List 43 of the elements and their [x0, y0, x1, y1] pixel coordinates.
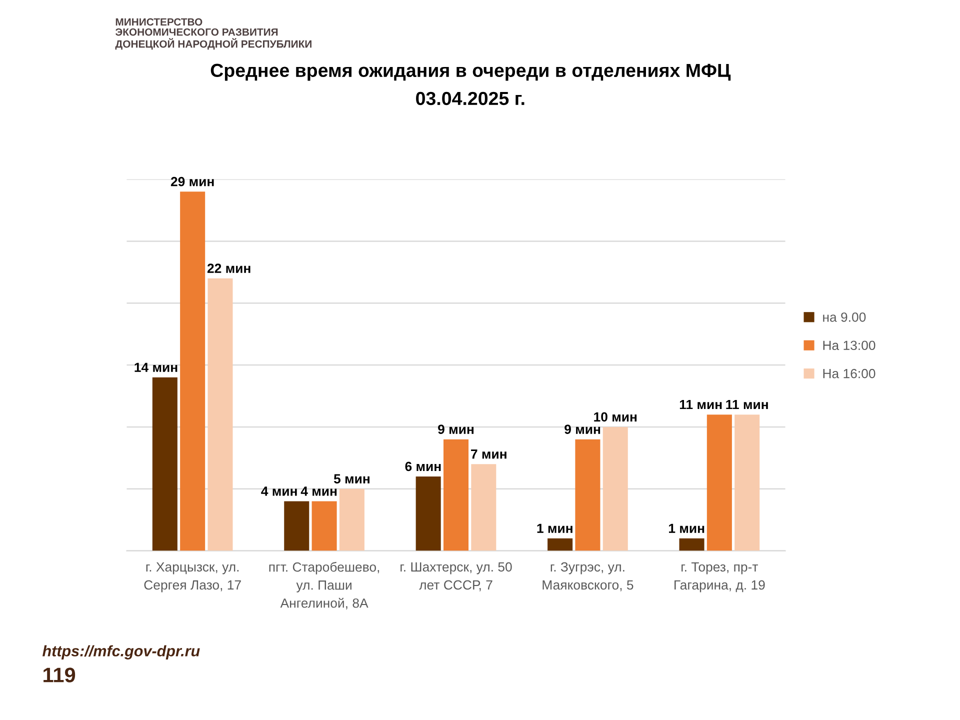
bar — [679, 538, 704, 551]
legend-label: на 9.00 — [823, 312, 866, 322]
bar — [180, 192, 206, 551]
bar — [443, 439, 469, 551]
bar — [312, 501, 337, 551]
data-label: 29 мин — [170, 176, 214, 186]
text: МИНИСТЕРСТВО ЭКОНОМИЧЕСКОГО РАЗВИТИЯ ДОНЕЦКОЙ НАРОДНОЙ РЕСПУБЛИКИ — [115, 18, 312, 50]
data-label: 5 мин — [334, 474, 370, 484]
bar — [471, 464, 496, 551]
data-label: 4 мин — [261, 486, 297, 496]
data-label: 6 мин — [405, 462, 441, 472]
data-label: 4 мин — [300, 486, 337, 496]
legend-label: На 16:00 — [823, 368, 876, 378]
data-label: 11 мин — [726, 400, 768, 410]
bar — [339, 488, 364, 551]
bar — [575, 439, 600, 551]
data-label: 22 мин — [207, 264, 250, 273]
x-tick-label: г. Харцызск, ул. Сергея Лазо, 17 — [144, 562, 241, 592]
data-label: 9 мин — [564, 424, 600, 434]
x-tick-label: г. Зугрэс, ул. Маяковского, 5 — [542, 562, 634, 592]
legend-label: На 13:00 — [823, 340, 876, 350]
bar — [284, 501, 310, 551]
text: https://mfc.gov-dpr.ru — [42, 645, 200, 660]
bar — [208, 278, 233, 551]
data-label: 7 мин — [471, 450, 506, 459]
data-label: 11 мин — [680, 400, 722, 410]
x-tick-label: г. Шахтерск, ул. 50 лет СССР, 7 — [400, 562, 512, 592]
x-tick-label: г. Торез, пр-т Гагарина, д. 19 — [674, 562, 765, 592]
data-label: 1 мин — [537, 524, 572, 533]
bar — [548, 538, 573, 551]
bar — [734, 414, 760, 551]
data-label: 10 мин — [594, 412, 637, 422]
text: 119 — [44, 668, 76, 682]
bar — [152, 377, 178, 551]
x-tick-label: пгт. Старобешево, ул. Паши Ангелиной, 8А — [269, 562, 380, 610]
bar — [416, 476, 441, 551]
chart-subtitle: 03.04.2025 г. — [416, 92, 524, 106]
data-label: 1 мин — [669, 524, 704, 533]
bar — [706, 414, 732, 551]
data-label: 14 мин — [134, 362, 178, 372]
data-label: 9 мин — [438, 424, 474, 434]
bar — [602, 426, 628, 551]
chart-title: Среднее время ожидания в очереди в отделениях МФЦ — [210, 64, 731, 81]
